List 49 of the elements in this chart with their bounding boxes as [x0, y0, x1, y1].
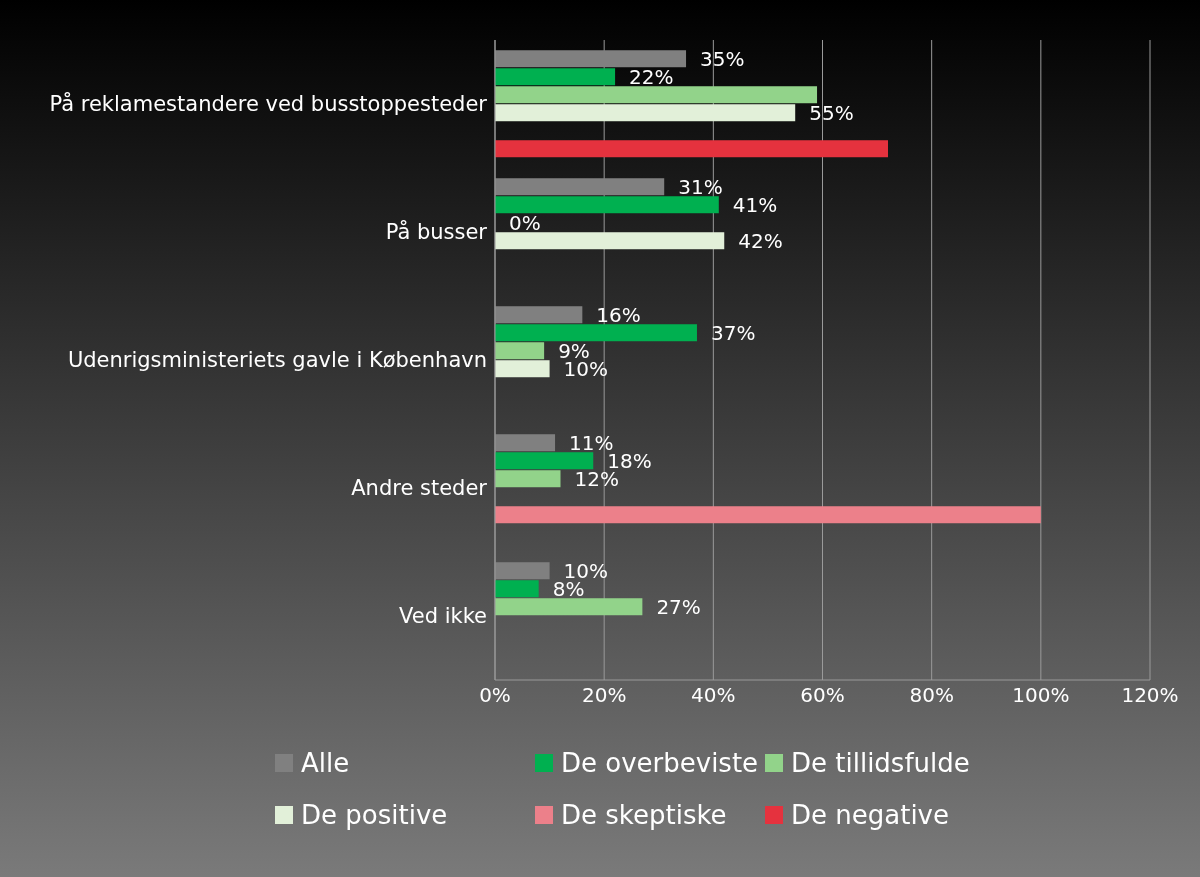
bar [495, 360, 550, 378]
data-label: 11% [569, 430, 614, 455]
bar [495, 452, 594, 470]
bar [495, 232, 725, 250]
legend-label: De negative [791, 800, 949, 830]
data-label: 22% [629, 64, 674, 89]
x-tick-label: 80% [909, 683, 954, 708]
y-tick-label: Andre steder [351, 476, 488, 501]
data-label: 10% [563, 558, 609, 583]
legend-label: De tillidsfulde [791, 748, 970, 778]
data-label: 37% [710, 320, 756, 345]
bar [495, 178, 665, 196]
data-label: 42% [738, 228, 783, 253]
bar [495, 196, 719, 214]
bar [495, 86, 818, 104]
bar [495, 68, 616, 86]
data-label: 9% [558, 338, 590, 363]
x-tick-label: 120% [1121, 683, 1179, 708]
bar [495, 50, 687, 68]
legend-label: Alle [301, 748, 350, 778]
bar [495, 580, 539, 598]
legend-label: De overbeviste [561, 748, 759, 778]
data-label: 31% [678, 174, 723, 199]
y-tick-label: På busser [385, 219, 488, 245]
legend-label: De positive [301, 800, 448, 830]
bar [495, 306, 583, 324]
y-tick-label: Udenrigsministeriets gavle i København [67, 348, 487, 373]
data-label: 41% [732, 192, 778, 217]
x-tick-label: 100% [1012, 683, 1070, 708]
x-tick-label: 0% [479, 683, 511, 708]
x-tick-label: 20% [581, 683, 627, 708]
x-tick-label: 60% [800, 683, 845, 708]
x-tick-label: 40% [691, 683, 736, 708]
data-label: 27% [656, 594, 701, 619]
bar [495, 140, 888, 158]
bar [495, 506, 1041, 524]
bar [495, 342, 545, 360]
y-tick-label: På reklamestandere ved busstoppesteder [49, 91, 488, 117]
data-label: 16% [596, 302, 641, 327]
bar [495, 324, 697, 342]
data-label: 35% [700, 46, 745, 71]
bar [495, 598, 643, 616]
data-label: 0% [509, 210, 541, 235]
bar [495, 434, 556, 452]
y-tick-label: Ved ikke [399, 604, 487, 629]
legend-label: De skeptiske [561, 800, 727, 830]
bar [495, 562, 550, 580]
bar [495, 470, 561, 488]
bar [495, 104, 796, 122]
